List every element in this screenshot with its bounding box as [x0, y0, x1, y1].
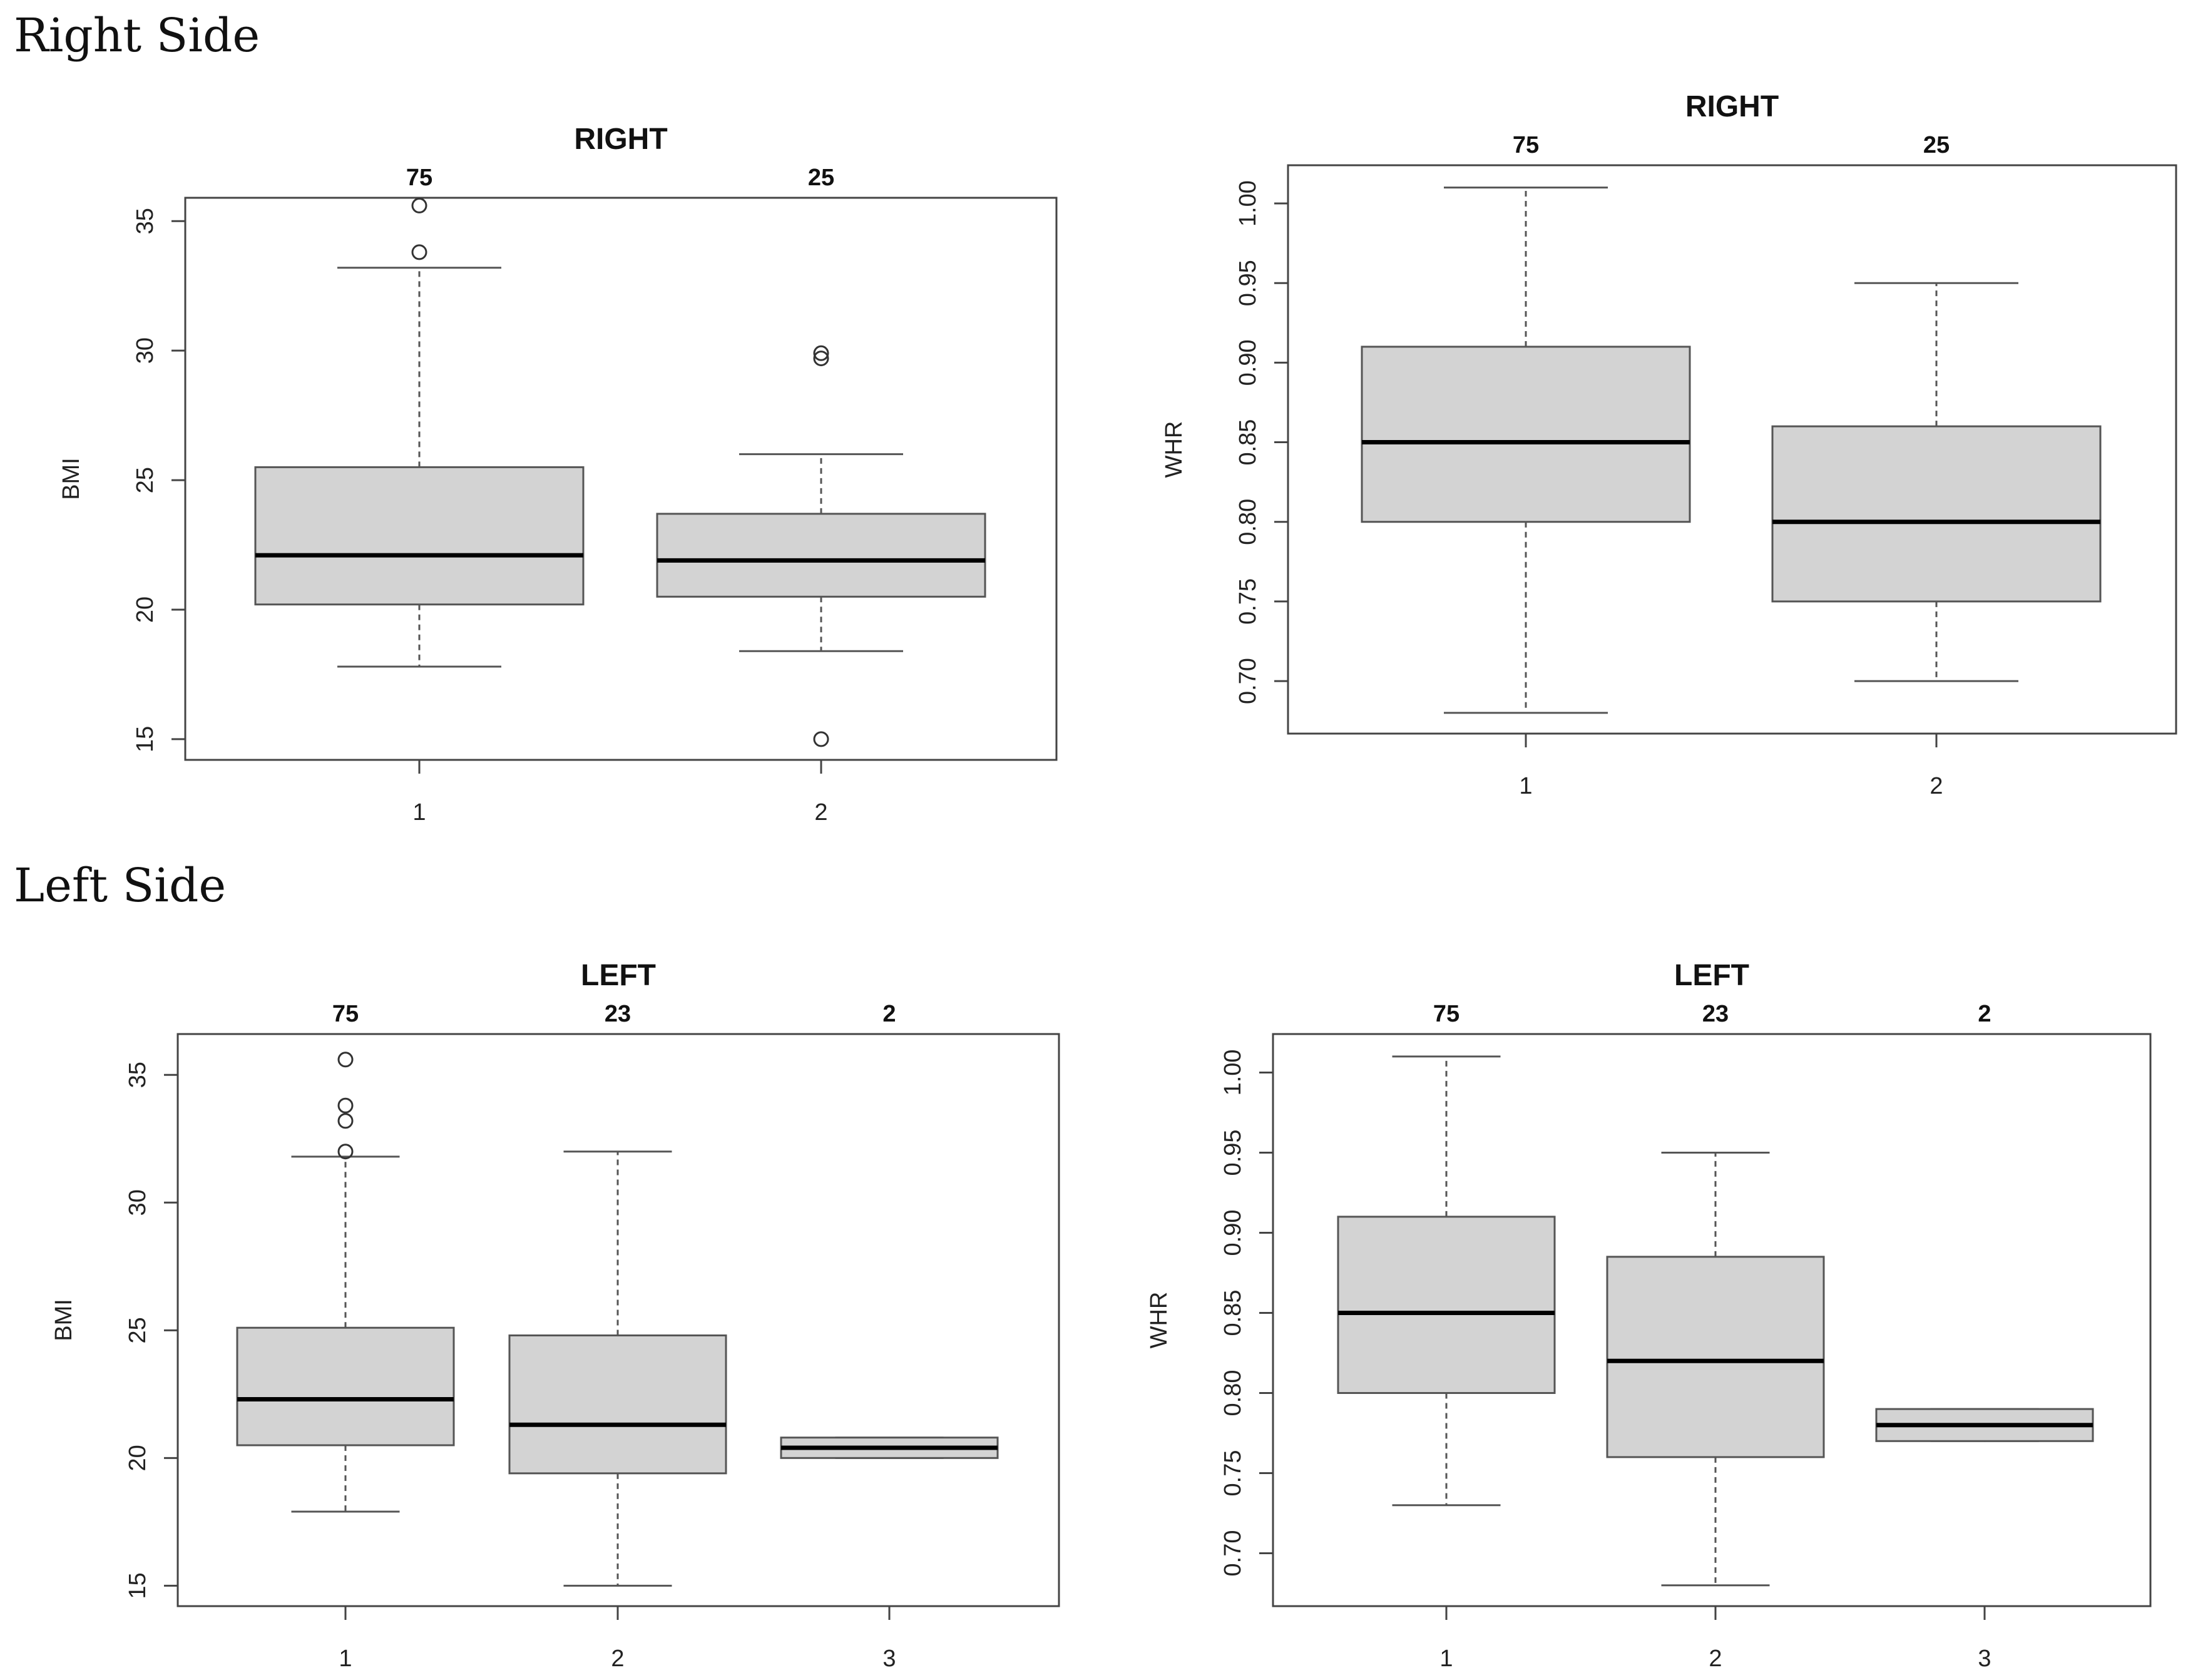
y-tick-label: 15 — [125, 1572, 151, 1599]
section-heading-left: Left Side — [14, 859, 227, 913]
y-tick-label: 0.70 — [1235, 658, 1261, 704]
outlier-point — [813, 351, 829, 367]
y-tick-label: 0.95 — [1220, 1129, 1246, 1175]
y-axis-label: WHR — [1161, 421, 1187, 478]
chart-title: LEFT — [581, 959, 656, 992]
x-tick-label: 3 — [1978, 1646, 1991, 1672]
outlier-point — [337, 1144, 354, 1160]
y-axis-label: BMI — [51, 1299, 77, 1341]
plot-frame — [184, 197, 1058, 761]
y-tick-label: 25 — [132, 467, 158, 493]
x-tick-label: 2 — [814, 799, 827, 826]
y-tick-label: 0.70 — [1220, 1530, 1246, 1577]
y-tick-label: 35 — [132, 208, 158, 234]
outlier-point — [337, 1052, 354, 1068]
y-tick-label: 0.85 — [1235, 419, 1261, 466]
outlier-point — [337, 1097, 354, 1114]
y-tick-label: 30 — [125, 1189, 151, 1216]
y-tick-label: 1.00 — [1220, 1049, 1246, 1095]
y-tick-label: 0.75 — [1235, 578, 1261, 625]
box-iqr — [1361, 346, 1691, 523]
box-iqr — [508, 1334, 727, 1475]
box-iqr — [254, 466, 585, 606]
y-axis-label: BMI — [58, 458, 84, 500]
outlier-point — [411, 197, 427, 213]
y-tick-label: 15 — [132, 726, 158, 752]
group-count-label: 2 — [1978, 1001, 1991, 1027]
group-count-label: 23 — [1702, 1001, 1729, 1027]
x-tick-label: 1 — [339, 1646, 352, 1672]
y-tick-label: 0.90 — [1220, 1209, 1246, 1256]
x-tick-label: 2 — [1709, 1646, 1722, 1672]
chart-title: LEFT — [1674, 959, 1749, 992]
y-tick-label: 20 — [125, 1445, 151, 1471]
box-iqr — [1606, 1256, 1825, 1458]
x-tick-label: 1 — [412, 799, 426, 826]
group-count-label: 75 — [1433, 1001, 1459, 1027]
outlier-point — [337, 1113, 354, 1129]
y-tick-label: 0.80 — [1235, 499, 1261, 545]
group-count-label: 75 — [1513, 132, 1539, 158]
x-tick-label: 1 — [1439, 1646, 1453, 1672]
y-tick-label: 25 — [125, 1317, 151, 1343]
plot-frame — [1272, 1033, 2152, 1607]
group-count-label: 2 — [882, 1001, 896, 1027]
box-iqr — [1771, 425, 2102, 603]
y-tick-label: 0.85 — [1220, 1289, 1246, 1336]
chart-title: RIGHT — [1685, 90, 1779, 123]
x-tick-label: 2 — [611, 1646, 624, 1672]
group-count-label: 25 — [1923, 132, 1950, 158]
y-tick-label: 20 — [132, 597, 158, 623]
group-count-label: 23 — [605, 1001, 631, 1027]
outlier-point — [411, 244, 427, 260]
x-tick-label: 2 — [1930, 773, 1943, 799]
box-iqr — [1337, 1216, 1556, 1394]
outlier-point — [813, 731, 829, 747]
box-iqr — [656, 513, 986, 598]
section-heading-right: Right Side — [14, 9, 260, 63]
y-tick-label: 0.75 — [1220, 1450, 1246, 1497]
y-tick-label: 35 — [125, 1062, 151, 1088]
outlier-point — [813, 345, 829, 361]
y-tick-label: 0.95 — [1235, 260, 1261, 306]
y-tick-label: 0.80 — [1220, 1370, 1246, 1416]
chart-title: RIGHT — [574, 123, 667, 156]
x-tick-label: 1 — [1519, 773, 1532, 799]
group-count-label: 75 — [332, 1001, 359, 1027]
group-count-label: 75 — [406, 165, 432, 191]
plot-frame — [1287, 164, 2177, 735]
y-tick-label: 0.90 — [1235, 339, 1261, 386]
y-axis-label: WHR — [1146, 1292, 1172, 1349]
group-count-label: 25 — [808, 165, 834, 191]
y-tick-label: 30 — [132, 337, 158, 364]
y-tick-label: 1.00 — [1235, 180, 1261, 227]
x-tick-label: 3 — [882, 1646, 896, 1672]
box-iqr — [236, 1326, 455, 1447]
